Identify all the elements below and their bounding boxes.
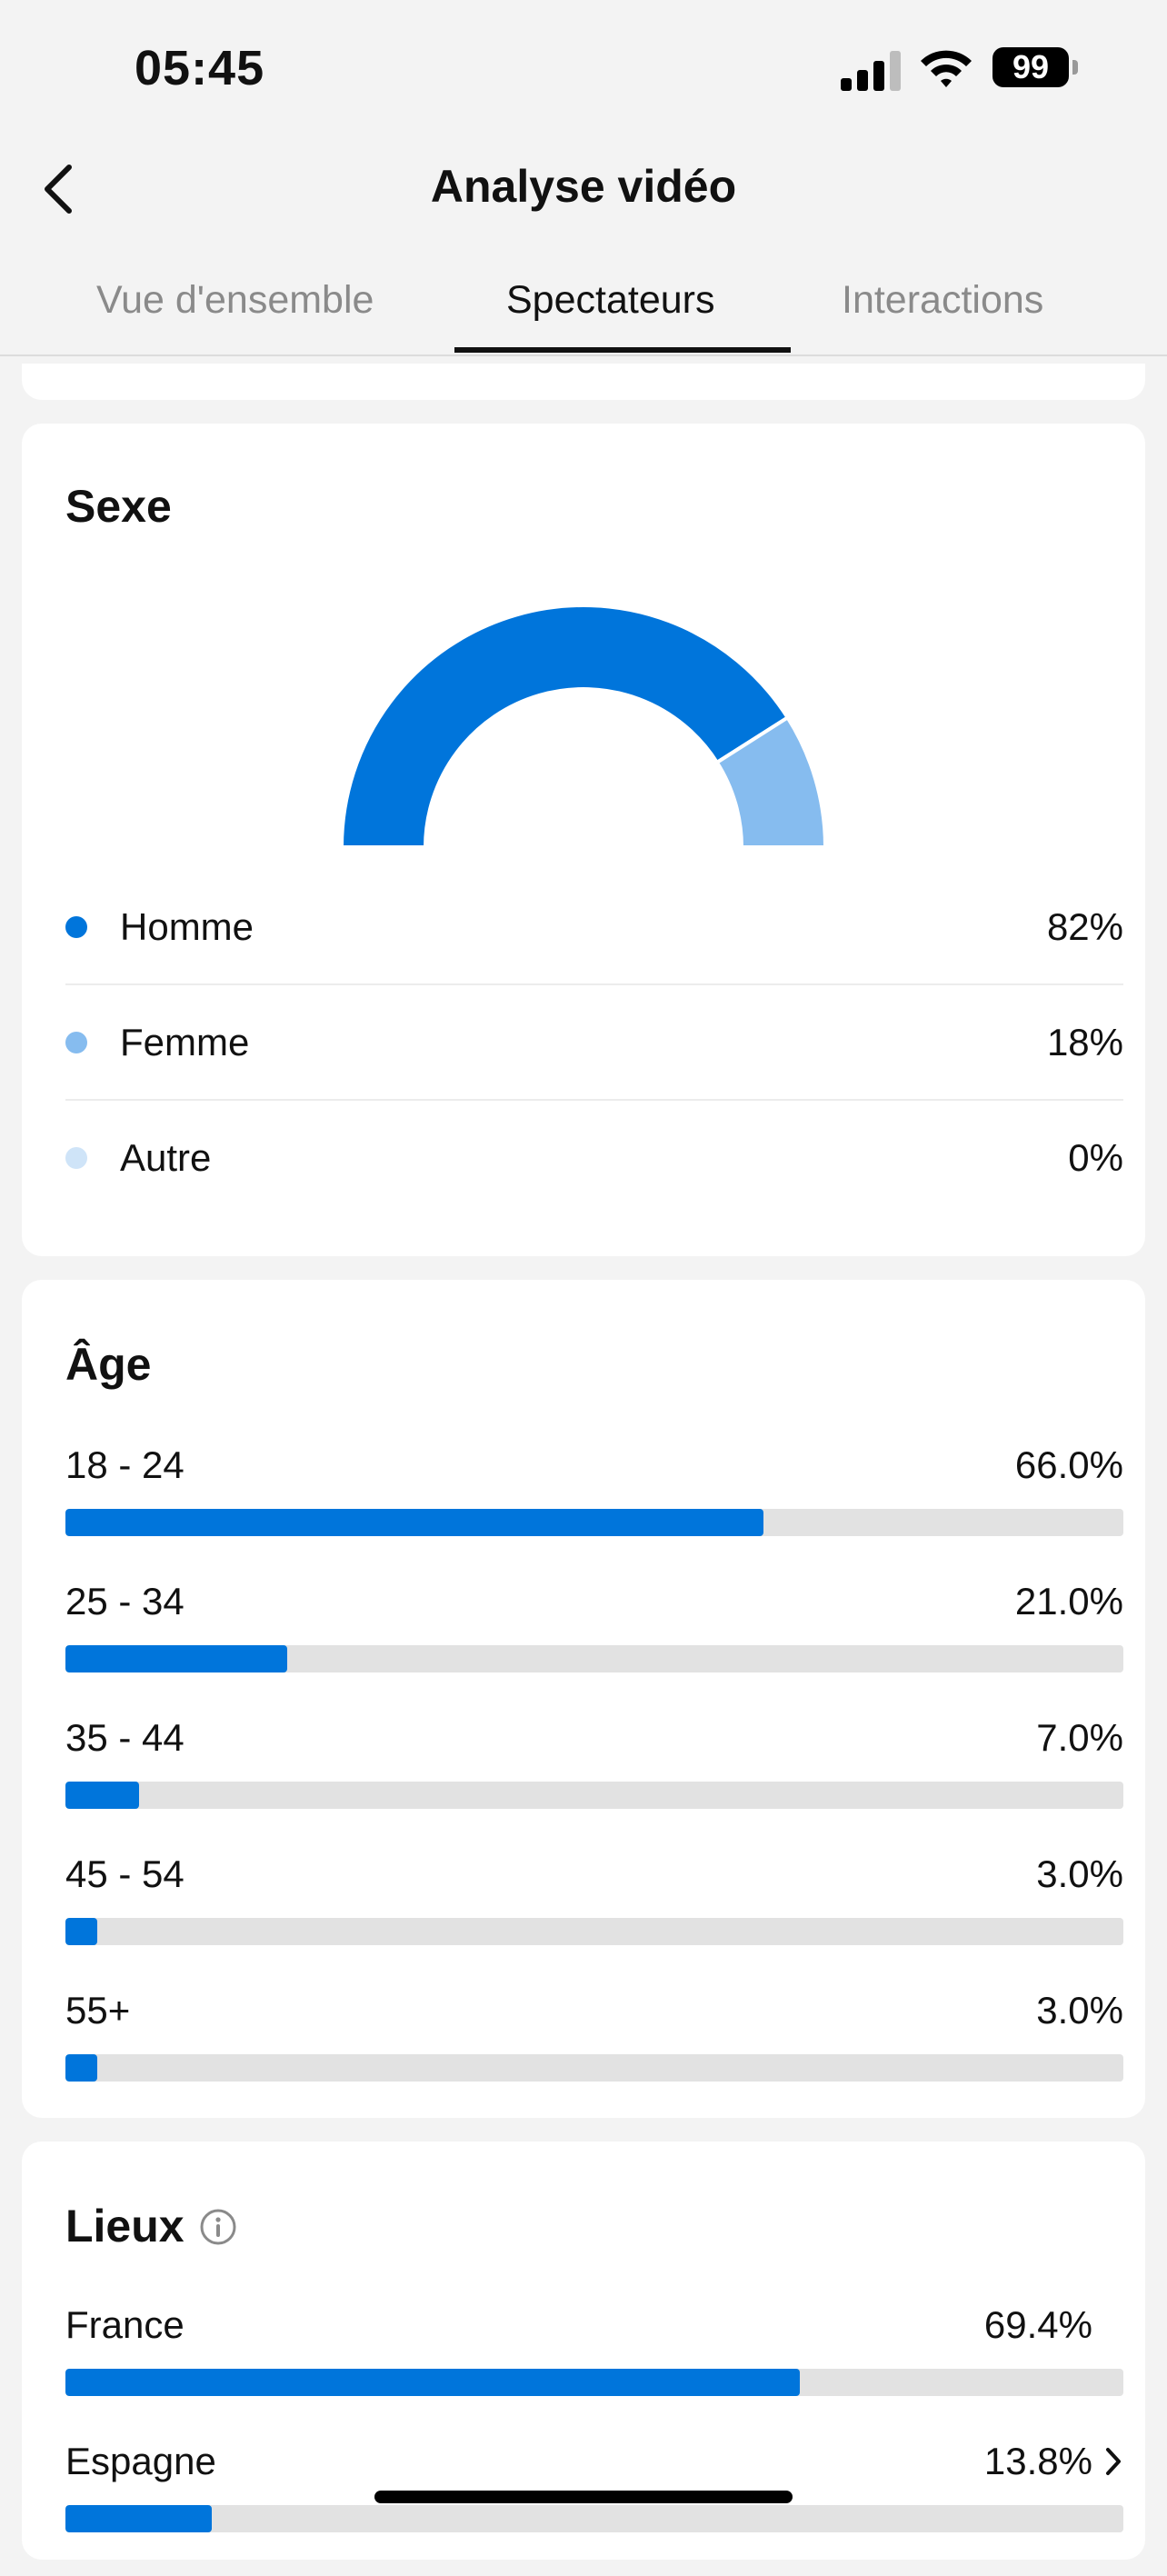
legend-row-female: Femme 18% (65, 984, 1123, 1101)
location-value: 13.8% (983, 2440, 1092, 2482)
age-bar-track (65, 1645, 1123, 1672)
age-value: 66.0% (1014, 1443, 1123, 1486)
location-bar-track (65, 2369, 1123, 2396)
home-indicator[interactable] (374, 2491, 793, 2503)
age-bar-fill (65, 2054, 97, 2082)
age-value: 21.0% (1014, 1580, 1123, 1622)
wifi-icon (921, 50, 972, 87)
age-bar-track (65, 1509, 1123, 1536)
other-dot (65, 1147, 87, 1169)
age-label: 35 - 44 (65, 1716, 185, 1759)
tab-bar: Vue d'ensemble Spectateurs Interactions (0, 264, 1167, 356)
locations-title: Lieux (65, 2201, 185, 2252)
active-tab-indicator (454, 347, 791, 353)
age-value: 7.0% (1036, 1716, 1123, 1759)
age-row: 45 - 54 3.0% (65, 1852, 1123, 1989)
age-bar-fill (65, 1509, 764, 1536)
age-bar-track (65, 2054, 1123, 2082)
age-label: 25 - 34 (65, 1580, 185, 1622)
age-bar-track (65, 1918, 1123, 1945)
location-value: 69.4% (983, 2303, 1092, 2346)
status-time: 05:45 (135, 41, 265, 95)
age-row: 35 - 44 7.0% (65, 1716, 1123, 1852)
age-label: 55+ (65, 1989, 131, 2032)
legend-value: 18% (1046, 1021, 1123, 1063)
tab-viewers[interactable]: Spectateurs (506, 278, 715, 322)
location-label: Espagne (65, 2440, 216, 2482)
location-bar-fill (65, 2369, 800, 2396)
legend-label: Homme (120, 905, 254, 948)
legend-label: Autre (120, 1136, 212, 1179)
age-value: 3.0% (1036, 1852, 1123, 1895)
legend-value: 0% (1068, 1136, 1123, 1179)
female-dot (65, 1032, 87, 1053)
male-dot (65, 916, 87, 938)
age-label: 45 - 54 (65, 1852, 185, 1895)
battery-tip (1072, 60, 1078, 75)
gauge-segment-femme (714, 714, 828, 849)
age-value: 3.0% (1036, 1989, 1123, 2032)
age-bar-track (65, 1782, 1123, 1809)
page-title: Analyse vidéo (430, 161, 737, 212)
age-bar-fill (65, 1645, 288, 1672)
gender-card: Sexe Homme 82% Femme 18% Autre 0% (22, 424, 1145, 1256)
location-row-spain[interactable]: Espagne 13.8% (65, 2440, 1123, 2576)
age-bar-fill (65, 1782, 140, 1809)
status-bar: 05:45 99 (0, 0, 1167, 136)
legend-row-other: Autre 0% (65, 1100, 1123, 1214)
age-card: Âge 18 - 24 66.0% 25 - 34 21.0% 35 - 44 7.0% 4… (22, 1280, 1145, 2118)
gender-gauge-chart (339, 604, 828, 849)
age-bar-fill (65, 1918, 97, 1945)
legend-label: Femme (120, 1021, 250, 1063)
info-icon[interactable] (198, 2207, 238, 2247)
age-row: 25 - 34 21.0% (65, 1580, 1123, 1716)
location-bar-fill (65, 2505, 212, 2532)
locations-card: Lieux France 69.4% Espagne 13.8% (22, 2142, 1145, 2560)
age-row: 18 - 24 66.0% (65, 1443, 1123, 1580)
cellular-signal-icon (841, 51, 901, 91)
location-bar-track (65, 2505, 1123, 2532)
age-label: 18 - 24 (65, 1443, 185, 1486)
battery-icon: 99 (992, 47, 1069, 87)
legend-row-male: Homme 82% (65, 869, 1123, 985)
back-chevron-icon[interactable] (40, 160, 76, 218)
gauge-segment-homme (339, 604, 791, 849)
tab-interactions[interactable]: Interactions (842, 278, 1044, 322)
age-title: Âge (65, 1339, 152, 1390)
location-label: France (65, 2303, 185, 2346)
tab-overview[interactable]: Vue d'ensemble (96, 278, 374, 322)
previous-card-bottom (22, 364, 1145, 400)
gender-title: Sexe (65, 481, 172, 532)
location-row-france[interactable]: France 69.4% (65, 2303, 1123, 2440)
age-row: 55+ 3.0% (65, 1989, 1123, 2125)
legend-value: 82% (1046, 905, 1123, 948)
chevron-right-icon[interactable] (1103, 2445, 1123, 2478)
